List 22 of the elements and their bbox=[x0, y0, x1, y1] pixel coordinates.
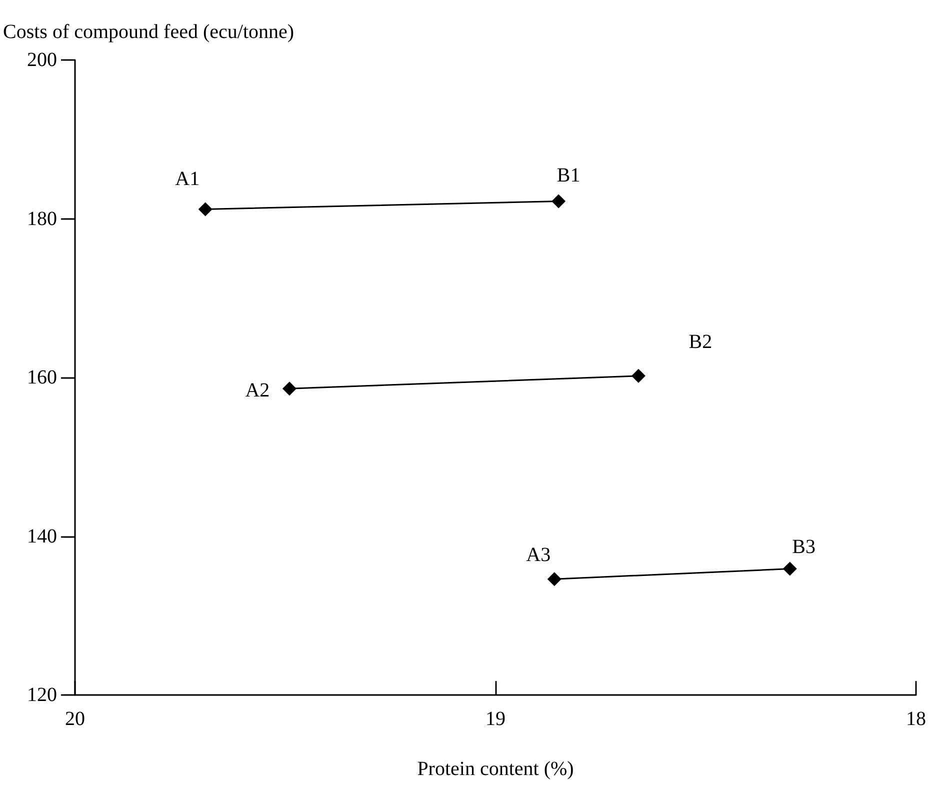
point bbox=[282, 382, 296, 396]
annotation: A3 bbox=[526, 544, 551, 566]
y-tick-label: 180 bbox=[27, 208, 57, 230]
point bbox=[552, 194, 566, 208]
annotation: A2 bbox=[245, 380, 270, 402]
y-tick-label: 160 bbox=[27, 366, 57, 388]
annotation: A1 bbox=[175, 168, 200, 190]
annotation: B3 bbox=[792, 536, 816, 558]
x-tick-label: 18 bbox=[906, 708, 926, 730]
y-tick-label: 140 bbox=[27, 525, 57, 548]
point bbox=[198, 202, 212, 216]
x-tick-label: 19 bbox=[486, 708, 506, 730]
point bbox=[547, 572, 562, 586]
y-tick-label: 120 bbox=[27, 684, 57, 706]
y-axis-title: Costs of compound feed (ecu/tonne) bbox=[3, 21, 294, 43]
y-tick-label: 200 bbox=[27, 49, 57, 71]
point bbox=[631, 368, 646, 383]
x-tick-label: 20 bbox=[65, 708, 85, 730]
annotation: B1 bbox=[556, 164, 580, 186]
annotation: B2 bbox=[688, 330, 712, 353]
point bbox=[782, 562, 797, 576]
x-axis-title: Protein content (%) bbox=[417, 758, 574, 780]
